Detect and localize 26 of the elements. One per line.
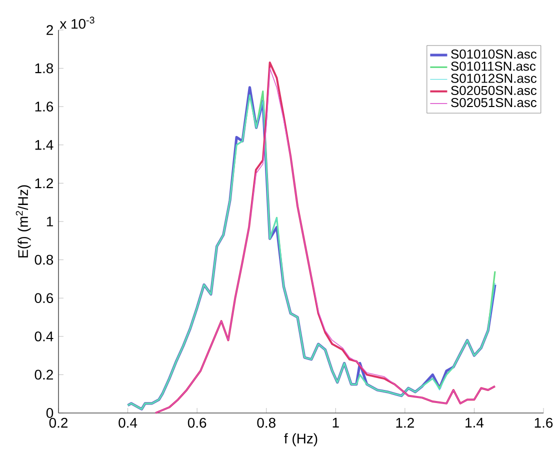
y-tick-label: 0.2 bbox=[34, 370, 53, 380]
y-axis-title: E(f) (m$^{2}$/Hz) bbox=[16, 185, 31, 258]
x-tick-label: 0.6 bbox=[188, 418, 206, 428]
text: x 10$^{-3}$ bbox=[60, 16, 94, 29]
y-tick-label: 0.6 bbox=[34, 293, 54, 304]
y-tick-label: 1.6 bbox=[35, 102, 54, 112]
x-tick-label: 0.8 bbox=[257, 418, 276, 428]
x-tick-label: 1 bbox=[332, 418, 339, 428]
y-tick-label: 1.8 bbox=[35, 63, 54, 74]
x-tick-label: 1.4 bbox=[466, 418, 484, 428]
y-tick-label: 0.4 bbox=[34, 331, 54, 342]
y-tick-label: 0.8 bbox=[34, 254, 54, 265]
legend-label: S01011SN.asc bbox=[451, 62, 536, 71]
legend-label: S01010SN.asc bbox=[451, 50, 537, 59]
legend-label: S01012SN.asc bbox=[451, 74, 537, 83]
x-tick-label: 1.2 bbox=[396, 418, 414, 428]
legend-label: S02051SN.asc bbox=[451, 98, 537, 108]
x-tick-label: 0.4 bbox=[118, 418, 138, 428]
x-axis-title: f (Hz) bbox=[284, 433, 318, 446]
y-tick-label: 0 bbox=[46, 408, 54, 418]
y-tick-label: 2 bbox=[46, 25, 53, 35]
y-tick-label: 1.4 bbox=[35, 140, 54, 150]
y-tick-label: 1.2 bbox=[35, 178, 53, 188]
legend-label: S02050SN.asc bbox=[451, 86, 537, 96]
x-tick-label: 1.6 bbox=[534, 418, 553, 428]
y-tick-label: 1 bbox=[46, 216, 53, 226]
